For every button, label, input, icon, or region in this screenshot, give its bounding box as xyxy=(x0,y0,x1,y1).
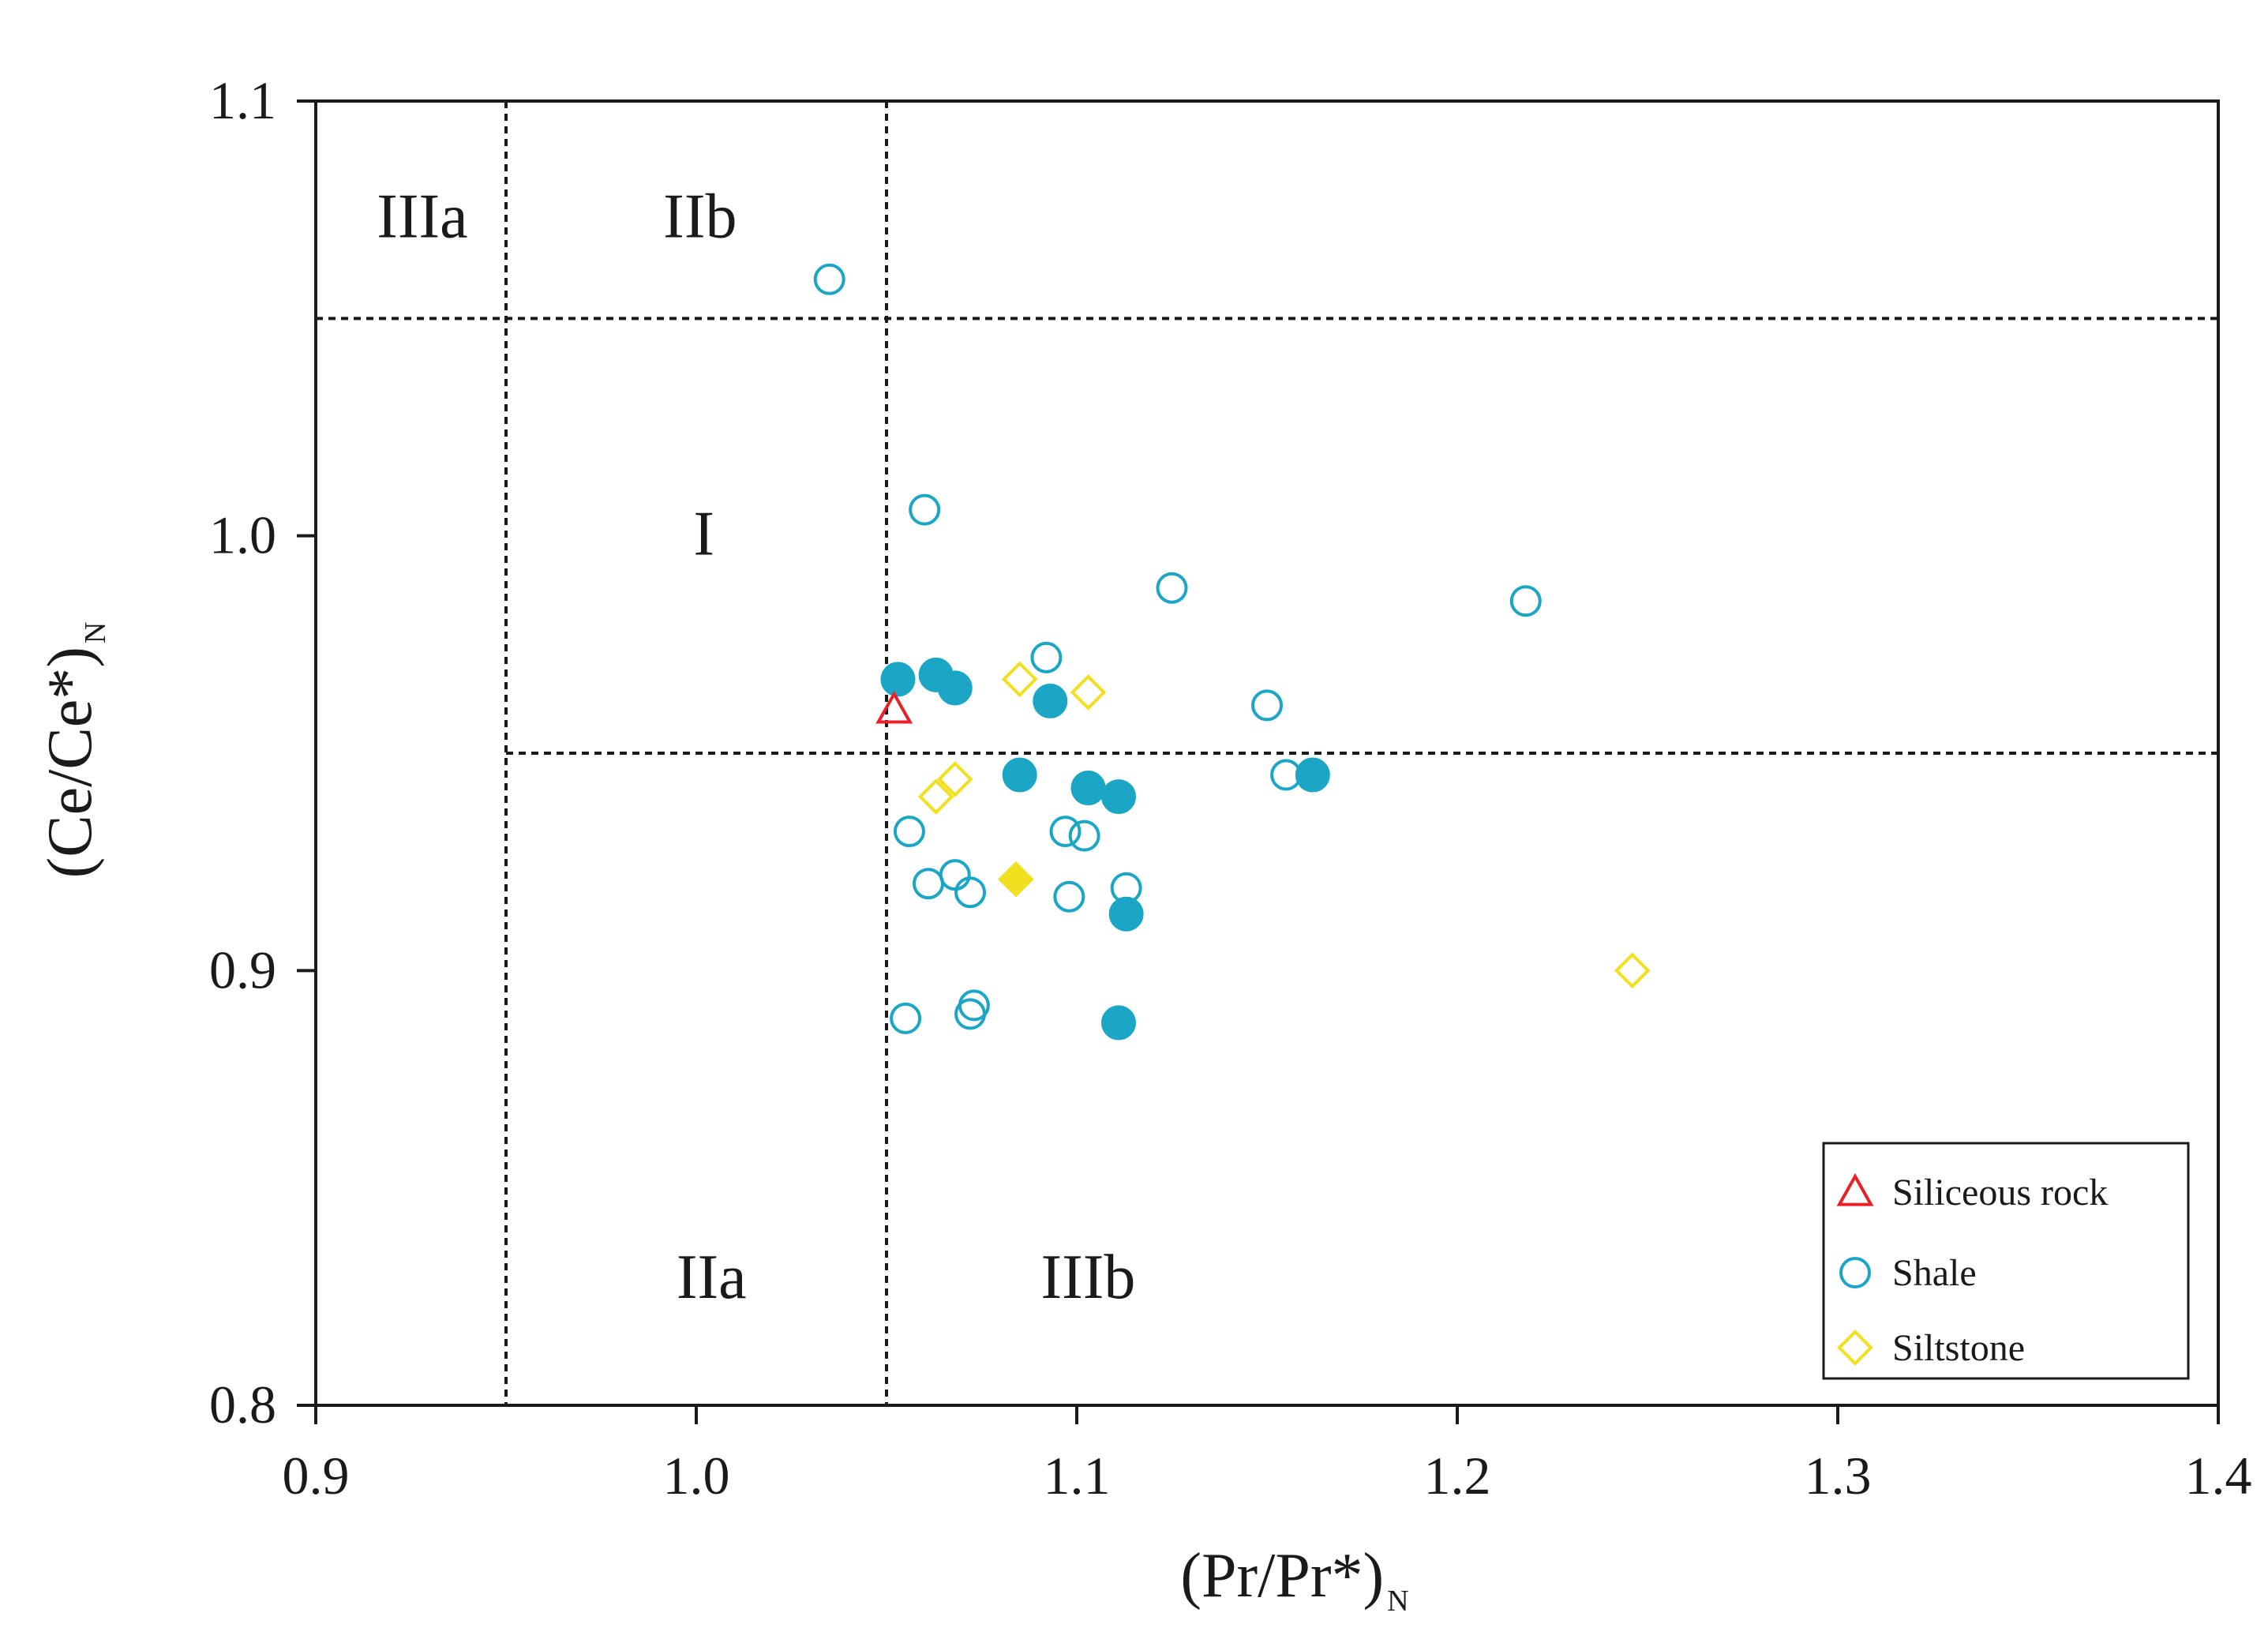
y-tick-label: 0.8 xyxy=(209,1375,276,1435)
data-point-siltstone xyxy=(917,778,954,815)
legend-box xyxy=(1822,1142,2190,1380)
region-label: IIIa xyxy=(377,182,467,252)
data-point-shale xyxy=(890,1002,922,1034)
legend-label-siltstone: Siltstone xyxy=(1892,1327,2025,1369)
data-point-shale xyxy=(937,670,973,706)
x-axis-title-subscript: N xyxy=(1387,1585,1408,1618)
legend-label-siliceous-rock: Siliceous rock xyxy=(1892,1172,2108,1213)
data-point-siltstone xyxy=(1614,952,1651,989)
data-point-shale xyxy=(880,662,916,697)
x-tick-label: 1.1 xyxy=(1044,1446,1111,1506)
data-point-shale xyxy=(813,263,845,295)
data-point-shale xyxy=(1049,816,1082,848)
plot-frame xyxy=(314,99,2220,1407)
data-point-siltstone xyxy=(998,861,1034,898)
y-axis-title-main: (Ce/Ce*) xyxy=(36,647,105,878)
data-points xyxy=(813,263,1651,1041)
data-point-shale xyxy=(1033,683,1068,718)
x-axis-title-main: (Pr/Pr*) xyxy=(1180,1541,1384,1611)
data-point-shale xyxy=(1251,689,1283,722)
data-point-shale xyxy=(939,859,971,891)
x-tick-label: 1.2 xyxy=(1424,1446,1491,1506)
data-point-shale xyxy=(1068,820,1100,852)
legend-items: Siliceous rock Shale Siltstone xyxy=(1836,1172,2108,1369)
region-label: IIa xyxy=(677,1243,747,1312)
y-axis-ticks: 0.8 0.9 1.0 1.1 xyxy=(209,70,316,1435)
data-point-shale xyxy=(1101,1005,1137,1041)
data-point-shale xyxy=(1053,880,1085,913)
x-tick-label: 1.0 xyxy=(663,1446,730,1506)
data-point-siltstone xyxy=(1001,661,1038,698)
data-point-shale xyxy=(1509,585,1542,617)
data-point-shale xyxy=(1156,572,1188,604)
x-tick-label: 0.9 xyxy=(283,1446,350,1506)
legend-marker-shale xyxy=(1839,1257,1871,1288)
data-point-siltstone xyxy=(936,761,973,797)
region-label: IIIb xyxy=(1040,1243,1135,1312)
data-point-shale xyxy=(1070,771,1106,806)
region-label: I xyxy=(693,500,714,569)
data-point-shale xyxy=(909,493,941,526)
region-label: IIb xyxy=(663,182,737,252)
data-point-siltstone xyxy=(1070,674,1107,711)
data-point-shale xyxy=(893,816,925,848)
x-axis-title: (Pr/Pr*) N xyxy=(1180,1541,1408,1618)
data-point-shale xyxy=(1101,779,1137,815)
legend-label-shale: Shale xyxy=(1892,1252,1977,1294)
y-tick-label: 1.1 xyxy=(209,70,276,130)
y-tick-label: 1.0 xyxy=(209,505,276,565)
region-boundaries xyxy=(316,101,2218,1405)
y-tick-label: 0.9 xyxy=(209,940,276,1000)
legend-marker-siliceous-rock xyxy=(1836,1172,1874,1206)
legend-marker-siltstone xyxy=(1837,1330,1873,1366)
data-point-shale xyxy=(1295,757,1330,793)
y-axis-title-subscript: N xyxy=(79,622,112,643)
x-tick-label: 1.3 xyxy=(1805,1446,1872,1506)
data-point-shale xyxy=(913,868,945,900)
y-axis-title: (Ce/Ce*) N xyxy=(36,622,112,879)
data-point-siliceous-rock xyxy=(875,690,913,724)
data-point-shale xyxy=(954,876,987,909)
x-axis-ticks: 0.9 1.0 1.1 1.2 1.3 1.4 xyxy=(283,1405,2252,1506)
data-point-shale xyxy=(1030,641,1063,673)
legend: Siliceous rock Shale Siltstone xyxy=(1822,1142,2190,1380)
data-point-shale xyxy=(1002,757,1037,793)
x-tick-label: 1.4 xyxy=(2185,1446,2252,1506)
data-point-shale xyxy=(1108,896,1144,932)
data-point-shale xyxy=(954,998,987,1030)
